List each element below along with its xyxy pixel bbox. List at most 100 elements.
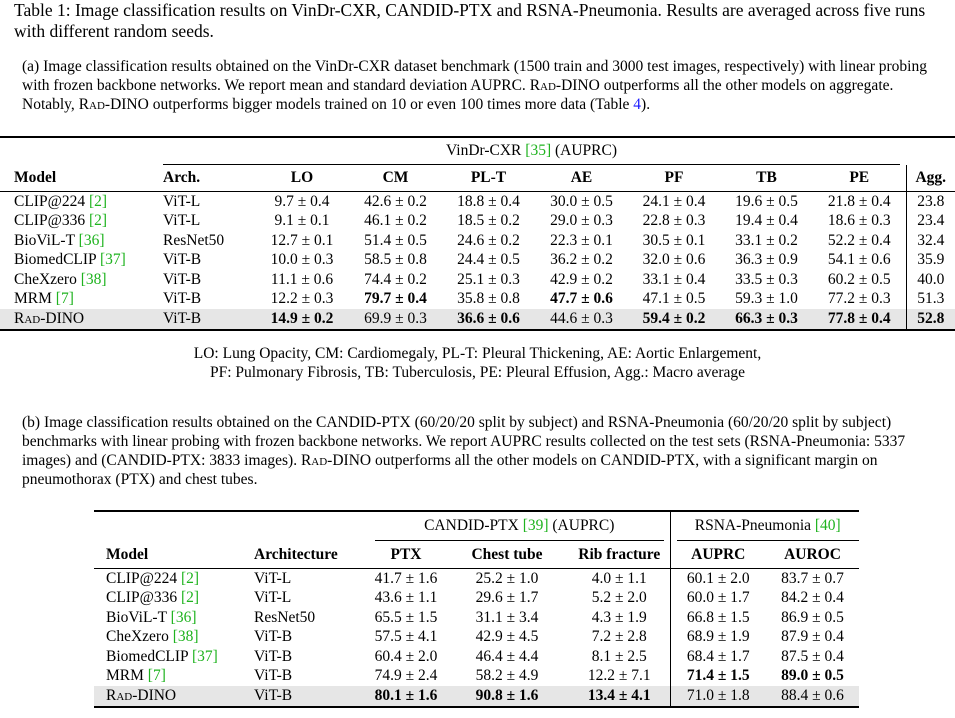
metric-cell: 29.0 ± 0.3 <box>550 212 613 230</box>
metric-cell: 54.1 ± 0.6 <box>827 251 891 269</box>
subcaption-b-suffix: outperforms all the other models on CAND… <box>22 452 878 488</box>
metric-cell: 25.2 ± 1.0 <box>475 569 539 587</box>
metric-cell: 71.4 ± 1.5 <box>669 666 766 686</box>
rad-dino-name: Rad-DINO <box>529 77 600 94</box>
metric-cell: 18.6 ± 0.3 <box>827 212 891 230</box>
metric-cell: 18.8 ± 0.4 <box>457 192 520 210</box>
abbreviation-legend: LO: Lung Opacity, CM: Cardiomegaly, PL-T… <box>0 344 955 382</box>
metric-cell: 29.6 ± 1.7 <box>475 589 539 607</box>
subcaption-b-prefix: (b) Image classification results obtaine… <box>22 414 906 469</box>
model-label: CheXzero <box>106 628 169 646</box>
metric-cell: 13.4 ± 4.1 <box>569 686 670 707</box>
table-row: CLIP@224 [2] ViT-L 9.7 ± 0.4 42.6 ± 0.2 18.8… <box>0 191 955 212</box>
metric-cell: 41.7 ± 1.6 <box>374 569 438 587</box>
metric-cell: 79.7 ± 0.4 <box>364 290 427 308</box>
metric-cell: 12.2 ± 7.1 <box>587 667 651 685</box>
model-name: CLIP@336 [2] <box>94 589 254 609</box>
vindr-group-header: VinDr-CXR [35] (AUPRC) <box>163 138 906 165</box>
architecture-cell: ViT-B <box>163 309 255 330</box>
metric-cell: 65.5 ± 1.5 <box>374 608 438 626</box>
table-row: BiomedCLIP [37] ViT-B 10.0 ± 0.3 58.5 ± 0.8… <box>0 250 955 271</box>
metric-cell: 77.2 ± 0.3 <box>827 290 891 308</box>
table-row: Rad-DINO ViT-B 80.1 ± 1.6 90.8 ± 1.6 13.4 ± … <box>94 686 859 707</box>
architecture-cell: ViT-B <box>254 667 293 685</box>
table-row: BioViL-T [36] ResNet50 65.5 ± 1.5 31.1 ± 3.… <box>94 608 859 628</box>
aggregate-cell: 52.8 <box>905 309 955 330</box>
citation-link[interactable]: [35] <box>525 142 552 159</box>
citation-link[interactable]: [2] <box>89 212 108 230</box>
metric-cell: 11.1 ± 0.6 <box>270 270 334 288</box>
model-label: Rad-DINO <box>14 309 85 327</box>
metric-cell: 66.3 ± 0.3 <box>720 309 813 330</box>
citation-link[interactable]: [38] <box>80 270 107 288</box>
column-header: Rib fracture <box>569 541 670 569</box>
rad-dino-name: Rad-DINO <box>300 452 372 469</box>
model-label: BioViL-T <box>14 231 75 249</box>
column-header: AUROC <box>766 541 859 569</box>
table-row: CheXzero [38] ViT-B 57.5 ± 4.1 42.9 ± 4.5 7.… <box>94 627 859 647</box>
metric-cell: 9.1 ± 0.1 <box>274 212 330 230</box>
column-header: Arch. <box>163 165 255 192</box>
caption-text: Image classification results on VinDr-CX… <box>14 0 926 41</box>
architecture-cell: ViT-B <box>254 628 293 646</box>
metric-cell: 42.6 ± 0.2 <box>364 192 427 210</box>
metric-cell: 83.7 ± 0.7 <box>781 569 844 587</box>
metric-cell: 36.3 ± 0.9 <box>735 251 798 269</box>
metric-cell: 59.4 ± 0.2 <box>628 309 720 330</box>
metric-cell: 31.1 ± 3.4 <box>475 608 539 626</box>
metric-cell: 47.7 ± 0.6 <box>550 290 613 308</box>
citation-link[interactable]: [37] <box>99 251 126 269</box>
metric-cell: 71.0 ± 1.8 <box>669 686 766 707</box>
model-name: Rad-DINO <box>0 309 163 330</box>
column-header: AUPRC <box>669 541 766 569</box>
metric-cell: 4.0 ± 1.1 <box>591 569 647 587</box>
metric-cell: 32.0 ± 0.6 <box>642 251 706 269</box>
subcaption-a-end: ). <box>641 96 651 113</box>
citation-link[interactable]: [7] <box>55 290 74 308</box>
model-name: MRM [7] <box>94 667 254 687</box>
aggregate-cell: 40.0 <box>905 270 955 290</box>
model-name: BiomedCLIP [37] <box>0 251 163 271</box>
candid-rsna-table: CANDID-PTX [39] (AUPRC) RSNA-Pneumonia [… <box>94 510 859 709</box>
subcaption-b: (b) Image classification results obtaine… <box>22 413 934 489</box>
aggregate-cell: 51.3 <box>905 289 955 309</box>
column-header: AE <box>535 165 628 192</box>
citation-link[interactable]: [40] <box>814 517 841 534</box>
citation-link[interactable]: [2] <box>181 569 200 587</box>
metric-cell: 21.8 ± 0.4 <box>827 192 891 210</box>
column-header: PE <box>813 165 906 192</box>
metric-cell: 52.2 ± 0.4 <box>827 231 891 249</box>
metric-cell: 14.9 ± 0.2 <box>255 309 349 330</box>
architecture-cell: ViT-L <box>163 192 201 210</box>
citation-link[interactable]: [2] <box>89 192 108 210</box>
citation-link[interactable]: [39] <box>522 517 549 534</box>
metric-cell: 25.1 ± 0.3 <box>457 270 520 288</box>
metric-cell: 8.1 ± 2.5 <box>591 647 647 665</box>
citation-link[interactable]: [36] <box>78 231 105 249</box>
column-header: LO <box>255 165 349 192</box>
metric-cell: 47.1 ± 0.5 <box>642 290 706 308</box>
rad-dino-name: Rad-DINO <box>78 96 149 113</box>
citation-link[interactable]: [37] <box>191 647 218 665</box>
aggregate-cell: 32.4 <box>905 231 955 251</box>
citation-link[interactable]: [7] <box>147 667 166 685</box>
metric-cell: 68.4 ± 1.7 <box>669 647 766 667</box>
citation-link[interactable]: [2] <box>181 589 200 607</box>
metric-cell: 24.4 ± 0.5 <box>457 251 520 269</box>
subcaption-a-suffix: outperforms bigger models trained on 10 … <box>152 96 630 113</box>
model-label: MRM <box>14 290 52 308</box>
table-link[interactable]: 4 <box>633 96 642 113</box>
column-header: CM <box>349 165 442 192</box>
metric-cell: 59.3 ± 1.0 <box>735 290 798 308</box>
citation-link[interactable]: [38] <box>172 628 199 646</box>
citation-link[interactable]: [36] <box>170 608 197 626</box>
metric-cell: 36.6 ± 0.6 <box>442 309 535 330</box>
metric-cell: 84.2 ± 0.4 <box>781 589 844 607</box>
table-row: MRM [7] ViT-B 74.9 ± 2.4 58.2 ± 4.9 12.2 ± 7… <box>94 666 859 687</box>
metric-cell: 36.2 ± 0.2 <box>550 251 613 269</box>
model-label: CLIP@336 <box>14 212 86 230</box>
model-label: CLIP@224 <box>14 192 86 210</box>
model-label: CLIP@336 <box>106 589 178 607</box>
metric-cell: 87.9 ± 0.4 <box>781 628 844 646</box>
metric-cell: 60.1 ± 2.0 <box>669 568 766 589</box>
